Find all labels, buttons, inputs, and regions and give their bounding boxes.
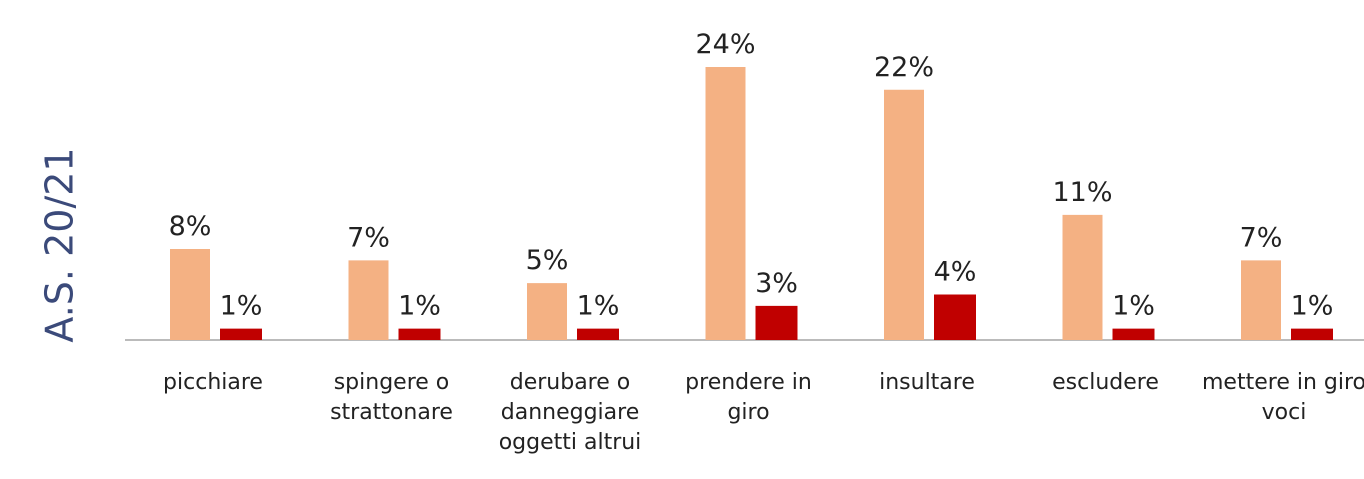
bar — [220, 328, 262, 340]
data-label: 1% — [220, 291, 263, 322]
bar — [398, 328, 441, 340]
bar — [170, 249, 210, 340]
data-label: 8% — [169, 211, 212, 242]
data-label: 3% — [755, 268, 798, 299]
x-tick-label: spingere o strattonare — [330, 370, 453, 425]
bar — [884, 89, 924, 340]
x-tick-label: derubare o danneggiare oggetti altrui — [498, 370, 642, 455]
chart-title: A.S. 20/21 — [38, 147, 82, 342]
data-label: 1% — [1291, 291, 1334, 322]
x-tick-label: prendere in giro — [685, 370, 812, 425]
data-label: 7% — [1240, 222, 1283, 253]
bar — [1241, 260, 1281, 340]
data-label: 1% — [1112, 291, 1155, 322]
x-tick-label: mettere in giro voci — [1202, 370, 1364, 425]
bar — [755, 305, 798, 340]
bar — [1112, 328, 1155, 340]
bar — [705, 67, 746, 340]
bar — [527, 283, 567, 340]
data-label: 5% — [526, 245, 569, 276]
bar — [1291, 328, 1333, 340]
bar — [934, 294, 976, 340]
data-label: 7% — [347, 222, 390, 253]
data-label: 4% — [934, 257, 977, 288]
x-tick-label: insultare — [879, 370, 975, 395]
data-label: 11% — [1052, 177, 1112, 208]
data-label: 1% — [398, 291, 441, 322]
bar — [348, 260, 389, 340]
bar — [1062, 214, 1103, 340]
data-label: 24% — [695, 29, 755, 60]
bar — [577, 328, 619, 340]
x-tick-label: picchiare — [163, 370, 263, 395]
data-label: 22% — [874, 52, 934, 83]
data-label: 1% — [577, 291, 620, 322]
x-tick-label: escludere — [1052, 370, 1159, 395]
